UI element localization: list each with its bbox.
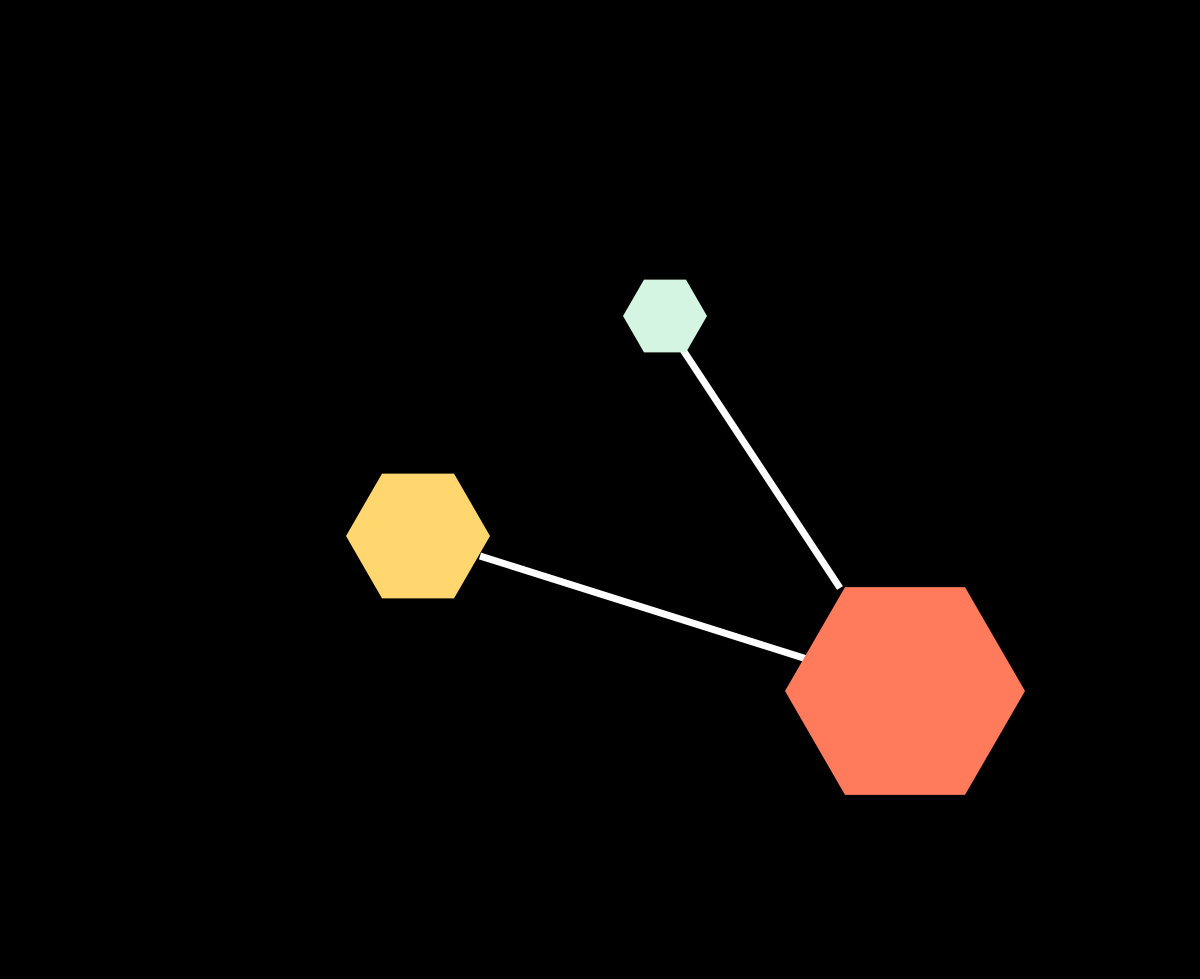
edge-mint-to-coral — [680, 348, 843, 590]
edge-layer — [478, 348, 843, 664]
mint-hexagon-node[interactable] — [623, 279, 707, 353]
edge-yellow-to-coral — [478, 552, 812, 664]
node-layer — [346, 279, 1025, 795]
coral-hexagon-node[interactable] — [785, 587, 1025, 795]
yellow-hexagon-node[interactable] — [346, 473, 490, 599]
